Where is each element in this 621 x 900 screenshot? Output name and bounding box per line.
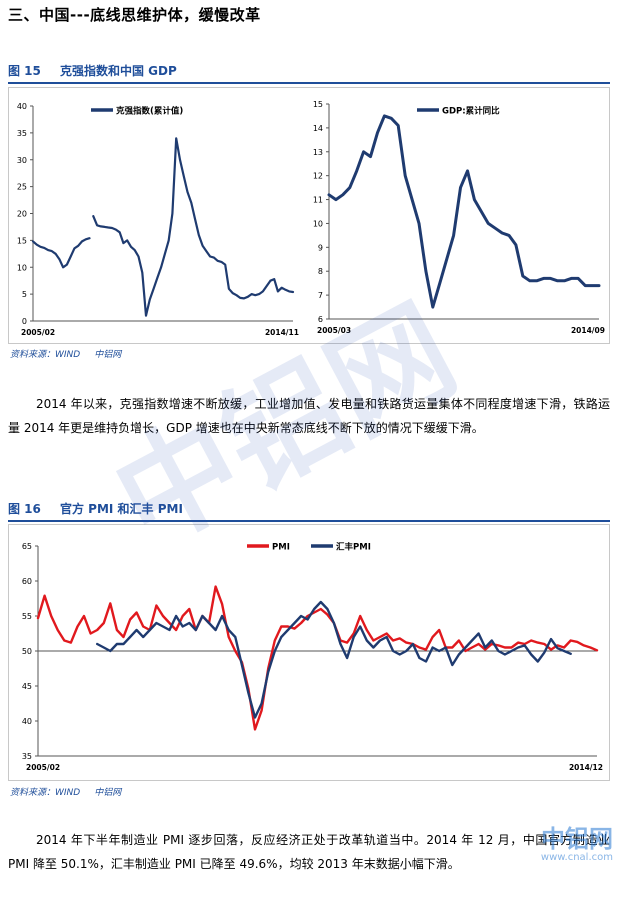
- pmi-chart: 35 40 45 50 55 60 65 2005/02 2014/12 PMI 汇丰PMI: [22, 542, 603, 773]
- keqiang-series-line-1: [31, 237, 91, 269]
- paragraph-1: 2014 年以来，克强指数增速不断放缓，工业增加值、发电量和铁路货运量集体不同程…: [8, 392, 610, 440]
- gdp-y-tick-label: 6: [318, 315, 323, 324]
- paragraph-2-text: 2014 年下半年制造业 PMI 逐步回落，反应经济正处于改革轨道当中。2014…: [8, 833, 610, 871]
- figure-16-title: 官方 PMI 和汇丰 PMI: [60, 502, 183, 516]
- gdp-y-tick-label: 12: [313, 172, 323, 181]
- paragraph-2: 2014 年下半年制造业 PMI 逐步回落，反应经济正处于改革轨道当中。2014…: [8, 828, 610, 876]
- pmi-series-line-2: [96, 600, 572, 719]
- figure-15-source: 资料来源：WIND 中铝网: [10, 347, 121, 360]
- figure-15-source-label: 资料来源：WIND: [10, 350, 81, 360]
- pmi-y-tick-label: 45: [22, 682, 32, 691]
- pmi-y-tick-label: 55: [22, 612, 32, 621]
- gdp-y-tick-label: 13: [313, 148, 323, 157]
- figure-15-source-site: 中铝网: [94, 350, 122, 360]
- pmi-legend-label-2: 汇丰PMI: [336, 542, 371, 553]
- keqiang-y-tick-label: 5: [22, 290, 27, 299]
- keqiang-x-end-label: 2014/11: [265, 328, 299, 337]
- gdp-y-tick-label: 8: [318, 267, 323, 276]
- gdp-y-tick-label: 10: [313, 219, 323, 228]
- pmi-y-tick-label: 50: [22, 647, 32, 656]
- figure-15-number: 图 15: [8, 64, 41, 78]
- keqiang-y-tick-label: 30: [17, 156, 27, 165]
- figure-16-number: 图 16: [8, 502, 41, 516]
- figure-15-header: 图 15 克强指数和中国 GDP: [8, 62, 610, 84]
- gdp-y-tick-label: 7: [318, 291, 323, 300]
- pmi-y-tick-label: 35: [22, 752, 32, 761]
- gdp-x-end-label: 2014/09: [571, 326, 605, 335]
- gdp-x-start-label: 2005/03: [317, 326, 351, 335]
- pmi-legend-label-1: PMI: [272, 543, 290, 553]
- pmi-x-start-label: 2005/02: [26, 763, 60, 772]
- pmi-series-line-1: [36, 585, 599, 731]
- keqiang-legend-label-1: 克强指数(累计值): [116, 106, 183, 117]
- keqiang-y-tick-label: 25: [17, 183, 27, 192]
- keqiang-y-tick-label: 15: [17, 236, 27, 245]
- figure-16-source: 资料来源：WIND 中铝网: [10, 785, 121, 798]
- figure-15-title: 克强指数和中国 GDP: [60, 64, 177, 78]
- figure-16-box: 35 40 45 50 55 60 65 2005/02 2014/12 PMI 汇丰PMI: [8, 524, 610, 781]
- figure-16-source-label: 资料来源：WIND: [10, 788, 81, 798]
- section-title: 三、中国---底线思维护体，缓慢改革: [8, 6, 261, 24]
- keqiang-y-tick-label: 0: [22, 317, 27, 326]
- pmi-y-tick-label: 40: [22, 717, 32, 726]
- gdp-y-tick-label: 15: [313, 100, 323, 109]
- keqiang-y-tick-label: 20: [17, 210, 27, 219]
- figure-16-source-site: 中铝网: [94, 788, 122, 798]
- keqiang-x-start-label: 2005/02: [21, 328, 55, 337]
- gdp-series-line-1: [327, 114, 601, 309]
- pmi-x-end-label: 2014/12: [569, 763, 603, 772]
- keqiang-y-tick-label: 35: [17, 129, 27, 138]
- gdp-growth-chart: 6 7 8 9 10 11 12 13 14 15 2005/03 2014/09 GDP:累计同比: [313, 100, 605, 335]
- paragraph-1-text: 2014 年以来，克强指数增速不断放缓，工业增加值、发电量和铁路货运量集体不同程…: [8, 397, 610, 435]
- pmi-y-tick-label: 65: [22, 542, 32, 551]
- figure-16-header: 图 16 官方 PMI 和汇丰 PMI: [8, 500, 610, 522]
- gdp-y-tick-label: 9: [318, 243, 323, 252]
- gdp-legend-label-1: GDP:累计同比: [442, 106, 500, 117]
- keqiang-index-chart: 0 5 10 15 20 25 30 35 40 2005/02 2014/11 克强指数(累计值): [17, 102, 299, 337]
- gdp-y-tick-label: 14: [313, 124, 323, 133]
- keqiang-series-line-1: [92, 137, 295, 317]
- keqiang-y-tick-label: 10: [17, 263, 27, 272]
- keqiang-y-tick-label: 40: [17, 102, 27, 111]
- gdp-y-tick-label: 11: [313, 196, 323, 205]
- pmi-y-tick-label: 60: [22, 577, 32, 586]
- figure-15-box: 0 5 10 15 20 25 30 35 40 2005/02 2014/11 克强指数(累计值) …: [8, 87, 610, 344]
